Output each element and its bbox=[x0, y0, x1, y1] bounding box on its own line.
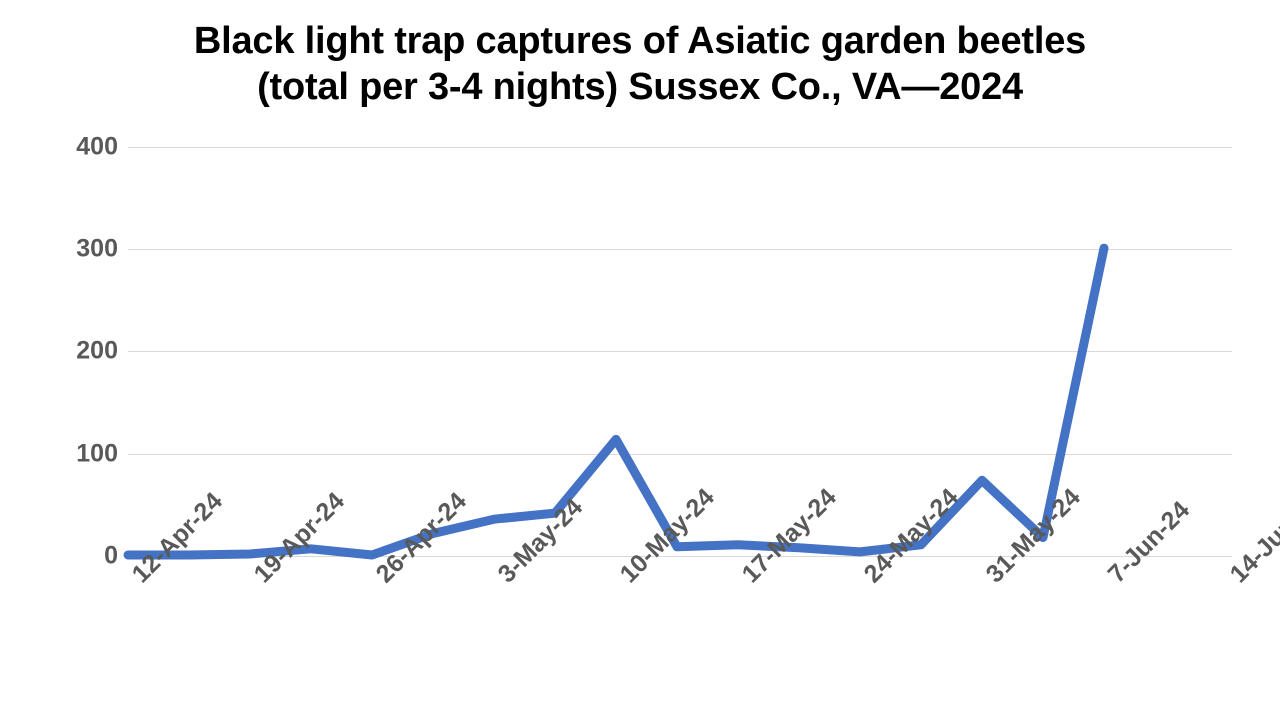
y-tick-label-300: 300 bbox=[76, 234, 118, 263]
gridline-200 bbox=[128, 351, 1232, 352]
chart-title: Black light trap captures of Asiatic gar… bbox=[0, 18, 1280, 110]
y-tick-label-400: 400 bbox=[76, 132, 118, 161]
y-tick-label-0: 0 bbox=[104, 541, 118, 570]
axis-baseline bbox=[128, 556, 1232, 557]
gridline-300 bbox=[128, 249, 1232, 250]
y-tick-label-100: 100 bbox=[76, 439, 118, 468]
gridline-100 bbox=[128, 454, 1232, 455]
gridline-400 bbox=[128, 147, 1232, 148]
chart-title-line-2: (total per 3-4 nights) Sussex Co., VA—20… bbox=[257, 66, 1023, 108]
chart-title-line-1: Black light trap captures of Asiatic gar… bbox=[193, 20, 1087, 62]
y-tick-label-200: 200 bbox=[76, 336, 118, 365]
y-axis: 400 300 200 100 0 bbox=[0, 0, 118, 720]
series-line-asiatic-garden-beetles bbox=[123, 243, 1109, 560]
plot-area bbox=[128, 147, 1232, 557]
